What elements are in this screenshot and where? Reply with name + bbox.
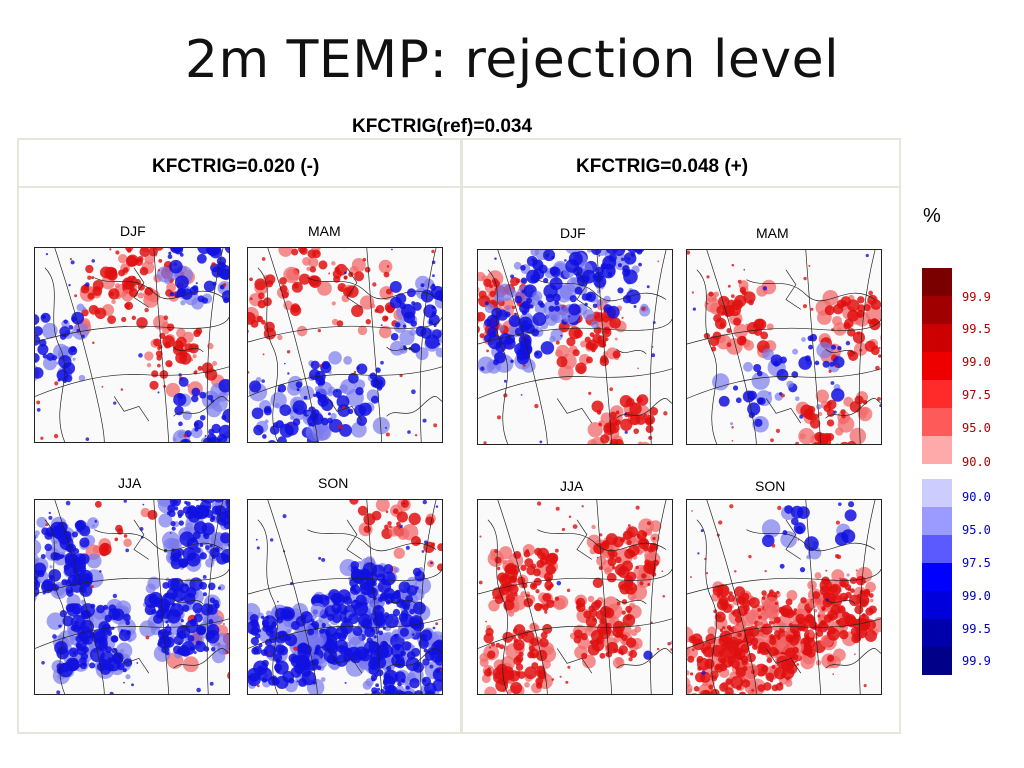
map-son-plus (686, 499, 882, 695)
season-label-son-plus: SON (755, 478, 786, 494)
colorbar-swatch-blue (922, 619, 952, 647)
panel-frame (17, 138, 901, 734)
colorbar-swatch-red (922, 296, 952, 324)
colorbar-swatch-blue (922, 563, 952, 591)
colorbar-label-blue-990: 99.0 (962, 589, 991, 603)
colorbar-swatch-blue (922, 591, 952, 619)
season-label-djf-plus: DJF (560, 225, 586, 241)
season-label-djf-minus: DJF (120, 223, 146, 239)
colorbar-gap (922, 465, 952, 479)
colorbar-swatch-red (922, 324, 952, 352)
map-son-minus (247, 499, 443, 695)
colorbar-label-blue-995: 99.5 (962, 622, 991, 636)
colorbar-label-area (952, 262, 1004, 692)
column-header-minus: KFCTRIG=0.020 (-) (152, 156, 320, 177)
colorbar-label-red-999: 99.9 (962, 290, 991, 304)
season-label-mam-plus: MAM (756, 225, 789, 241)
slide-title: 2m TEMP: rejection level (184, 30, 840, 90)
colorbar-label-red-990: 99.0 (962, 355, 991, 369)
map-jja-plus (477, 499, 673, 695)
reference-label: KFCTRIG(ref)=0.034 (352, 116, 533, 137)
colorbar-label-red-995: 99.5 (962, 322, 991, 336)
map-mam-minus (247, 247, 443, 443)
colorbar-label-red-950: 95.0 (962, 421, 991, 435)
colorbar-swatch-red (922, 380, 952, 408)
colorbar-swatch-blue (922, 479, 952, 507)
colorbar-swatch-blue (922, 507, 952, 535)
colorbar-label-blue-975: 97.5 (962, 556, 991, 570)
map-mam-plus (686, 249, 882, 445)
colorbar-label-red-975: 97.5 (962, 388, 991, 402)
colorbar-label-red-900: 90.0 (962, 455, 991, 469)
colorbar-unit: % (923, 205, 941, 227)
colorbar-swatch-red (922, 352, 952, 380)
season-label-son-minus: SON (318, 475, 349, 491)
colorbar-label-blue-900: 90.0 (962, 490, 991, 504)
season-label-jja-plus: JJA (560, 478, 584, 494)
header-divider (17, 186, 901, 188)
season-label-jja-minus: JJA (118, 475, 142, 491)
colorbar-swatch-red (922, 408, 952, 436)
colorbar-label-blue-999: 99.9 (962, 654, 991, 668)
colorbar-swatch-red (922, 436, 952, 464)
colorbar-swatch-red (922, 268, 952, 296)
map-djf-plus (477, 249, 673, 445)
map-jja-minus (34, 499, 230, 695)
colorbar-swatch-blue (922, 647, 952, 675)
colorbar (922, 268, 952, 688)
colorbar-label-blue-950: 95.0 (962, 523, 991, 537)
column-divider (460, 138, 463, 734)
column-header-plus: KFCTRIG=0.048 (+) (576, 156, 749, 177)
map-djf-minus (34, 247, 230, 443)
colorbar-swatch-blue (922, 535, 952, 563)
season-label-mam-minus: MAM (308, 223, 341, 239)
